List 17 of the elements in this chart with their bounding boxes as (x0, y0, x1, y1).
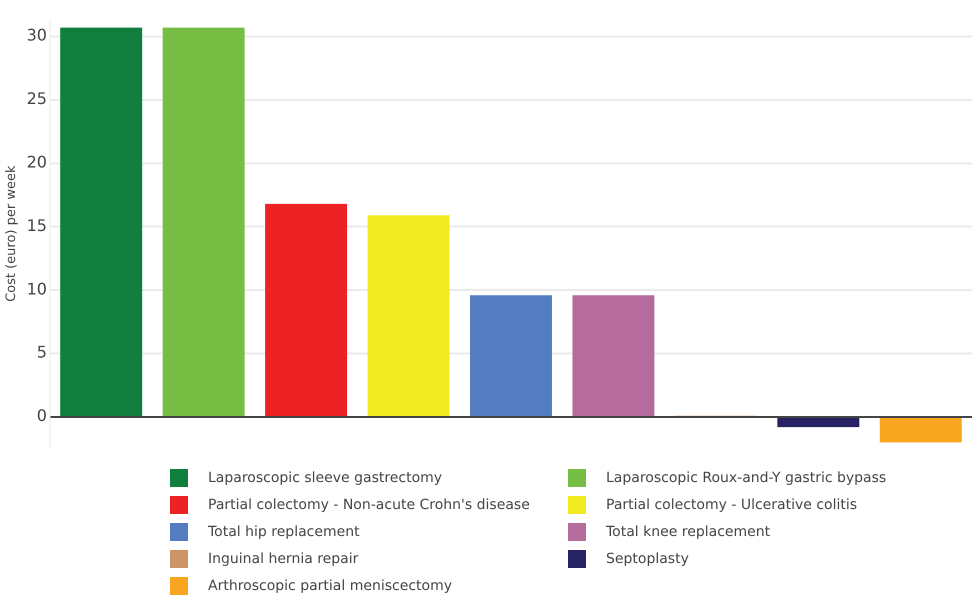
y-tick-label: 25 (26, 89, 47, 108)
legend-label: Total hip replacement (208, 524, 360, 540)
y-tick-label: 30 (26, 26, 47, 45)
legend-label: Total knee replacement (606, 524, 770, 540)
y-tick-label: 0 (36, 406, 47, 426)
legend-label: Septoplasty (606, 551, 689, 567)
y-tick-label: 10 (26, 279, 47, 298)
y-tick-label: 5 (36, 342, 47, 362)
legend-label: Partial colectomy - Ulcerative colitis (606, 497, 858, 513)
legend-label: Inguinal hernia repair (208, 551, 358, 567)
y-tick-label: 15 (26, 216, 47, 235)
legend-label: Laparoscopic Roux-and-Y gastric bypass (606, 470, 886, 486)
legend-label: Arthroscopic partial meniscectomy (208, 578, 452, 594)
y-tick-label: 20 (26, 152, 47, 172)
y-axis-title: Cost (euro) per week (4, 165, 20, 302)
legend-label: Partial colectomy - Non-acute Crohn's disease (208, 497, 530, 513)
legend-label: Laparoscopic sleeve gastrectomy (208, 470, 442, 486)
